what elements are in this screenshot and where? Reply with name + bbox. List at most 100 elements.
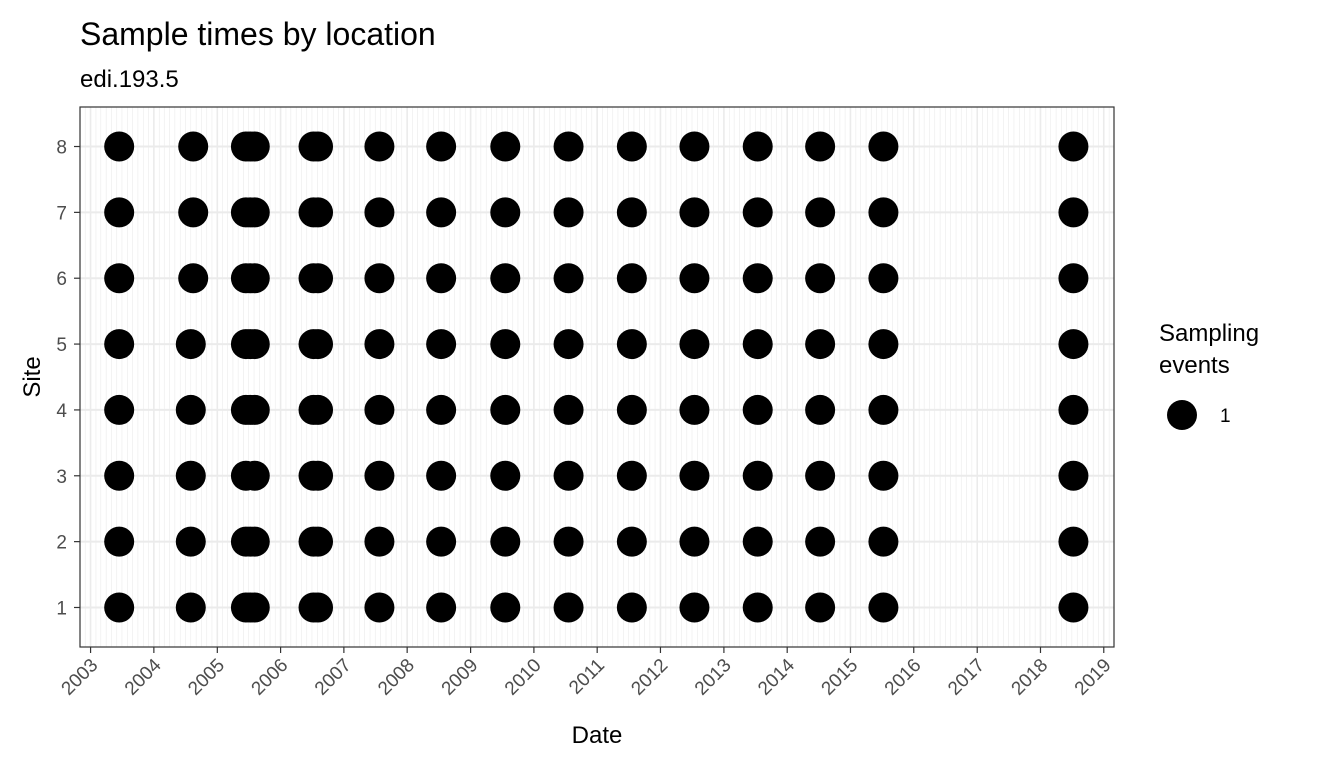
y-axis-title: Site xyxy=(19,356,46,397)
x-tick-label: 2019 xyxy=(1071,655,1116,700)
sampling-event-point xyxy=(616,592,647,623)
y-axis: 1 2 3 4 5 6 7 8 xyxy=(56,138,80,619)
sampling-event-point xyxy=(104,329,135,360)
sampling-event-point xyxy=(553,329,584,360)
sampling-event-point xyxy=(1058,394,1089,425)
sampling-event-point xyxy=(679,592,710,623)
legend-title-line-2: events xyxy=(1159,352,1230,379)
sampling-event-point xyxy=(239,394,270,425)
sampling-event-point xyxy=(364,131,395,162)
y-tick-label: 2 xyxy=(56,533,67,554)
sampling-event-point xyxy=(303,394,334,425)
y-tick-label: 1 xyxy=(56,598,67,619)
x-tick-label: 2015 xyxy=(818,655,863,700)
sampling-event-point xyxy=(239,526,270,557)
plot-panel xyxy=(79,106,1115,648)
x-tick-label: 2003 xyxy=(58,655,103,700)
sampling-event-point xyxy=(1058,329,1089,360)
sampling-event-point xyxy=(553,526,584,557)
sampling-event-point xyxy=(364,526,395,557)
sampling-event-point xyxy=(616,197,647,228)
legend-key-point xyxy=(1167,400,1197,430)
x-axis: 2003 2004 2005 2006 2007 2008 2009 2010 2011 2012… xyxy=(58,647,1116,700)
sampling-event-point xyxy=(490,592,521,623)
sampling-event-point xyxy=(104,460,135,491)
sampling-event-point xyxy=(364,197,395,228)
sampling-event-point xyxy=(178,263,209,294)
sampling-event-point xyxy=(868,394,899,425)
sampling-event-point xyxy=(1058,263,1089,294)
sampling-event-point xyxy=(679,329,710,360)
sampling-event-point xyxy=(490,263,521,294)
x-tick-label: 2018 xyxy=(1008,655,1053,700)
y-tick-label: 7 xyxy=(56,203,67,224)
sampling-event-point xyxy=(805,197,836,228)
x-tick-label: 2005 xyxy=(184,655,229,700)
y-tick-label: 6 xyxy=(56,269,67,290)
sampling-event-point xyxy=(303,526,334,557)
sampling-event-point xyxy=(805,460,836,491)
x-tick-label: 2011 xyxy=(565,655,609,699)
sampling-event-point xyxy=(490,131,521,162)
sampling-event-point xyxy=(239,592,270,623)
sampling-event-point xyxy=(239,460,270,491)
sampling-event-point xyxy=(868,592,899,623)
sampling-event-point xyxy=(490,394,521,425)
sampling-event-point xyxy=(175,460,206,491)
sampling-event-point xyxy=(805,394,836,425)
x-tick-label: 2014 xyxy=(754,655,799,700)
y-tick-label: 8 xyxy=(56,138,67,159)
sampling-event-point xyxy=(742,263,773,294)
sampling-event-point xyxy=(426,460,457,491)
sampling-event-point xyxy=(1058,592,1089,623)
sampling-event-point xyxy=(616,329,647,360)
chart-title: Sample times by location xyxy=(80,16,436,52)
x-tick-label: 2012 xyxy=(627,655,672,700)
sampling-event-point xyxy=(490,526,521,557)
sampling-event-point xyxy=(426,329,457,360)
sampling-event-point xyxy=(178,131,209,162)
sampling-event-point xyxy=(805,329,836,360)
sampling-event-point xyxy=(104,592,135,623)
sampling-event-point xyxy=(490,329,521,360)
sampling-event-point xyxy=(303,592,334,623)
x-tick-label: 2017 xyxy=(944,655,989,700)
sampling-event-point xyxy=(364,263,395,294)
sampling-event-point xyxy=(679,131,710,162)
sampling-event-point xyxy=(239,263,270,294)
legend: Sampling events 1 xyxy=(1159,320,1259,430)
sampling-event-point xyxy=(426,197,457,228)
sampling-event-point xyxy=(805,263,836,294)
sampling-event-point xyxy=(426,131,457,162)
sampling-event-point xyxy=(239,329,270,360)
sampling-event-point xyxy=(679,394,710,425)
sampling-event-point xyxy=(1058,526,1089,557)
x-tick-label: 2008 xyxy=(374,655,419,700)
legend-title-line-1: Sampling xyxy=(1159,320,1259,347)
sampling-event-point xyxy=(175,592,206,623)
sampling-event-point xyxy=(490,460,521,491)
sampling-event-point xyxy=(616,460,647,491)
sampling-event-point xyxy=(616,131,647,162)
chart-subtitle: edi.193.5 xyxy=(80,66,179,93)
sampling-event-point xyxy=(742,131,773,162)
data-points xyxy=(104,131,1089,623)
sampling-event-point xyxy=(426,526,457,557)
sampling-event-point xyxy=(553,394,584,425)
sampling-event-point xyxy=(868,460,899,491)
sampling-event-point xyxy=(805,131,836,162)
sampling-event-point xyxy=(868,197,899,228)
sampling-event-point xyxy=(303,263,334,294)
x-tick-label: 2009 xyxy=(438,655,483,700)
sampling-event-point xyxy=(616,526,647,557)
sampling-event-point xyxy=(679,526,710,557)
sampling-event-point xyxy=(553,197,584,228)
sampling-event-point xyxy=(364,592,395,623)
sampling-event-point xyxy=(742,394,773,425)
sampling-event-point xyxy=(805,526,836,557)
sampling-event-point xyxy=(742,197,773,228)
sampling-event-point xyxy=(303,460,334,491)
sampling-event-point xyxy=(553,263,584,294)
sampling-event-point xyxy=(175,329,206,360)
y-tick-label: 4 xyxy=(56,401,67,422)
